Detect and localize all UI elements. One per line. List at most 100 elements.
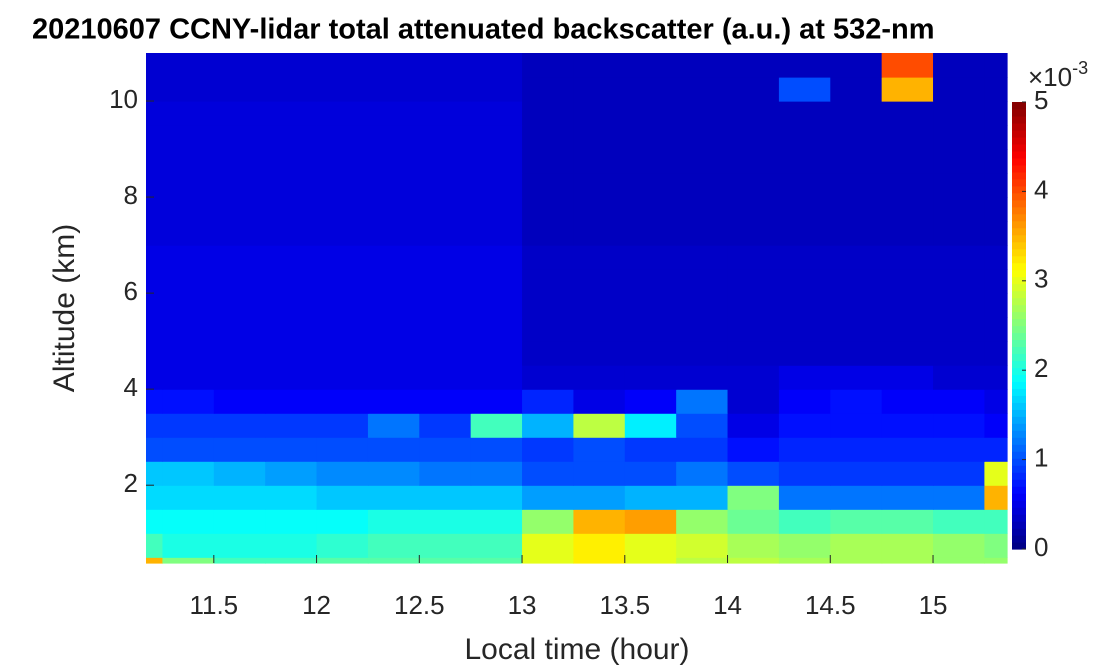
heatmap-cell [676, 557, 729, 564]
heatmap-cell [162, 509, 215, 534]
heatmap-cell [933, 317, 985, 342]
heatmap-cell [624, 149, 677, 174]
heatmap-cell [470, 53, 523, 78]
heatmap-cell [367, 53, 420, 78]
heatmap-cell [933, 437, 985, 462]
colorbar-segment [1012, 220, 1026, 229]
heatmap-cell [778, 197, 831, 222]
colorbar-segment [1012, 262, 1026, 271]
colorbar-segment [1012, 206, 1026, 215]
heatmap-cell [265, 149, 318, 174]
colorbar-segment [1012, 514, 1026, 522]
heatmap-cell [316, 341, 369, 366]
colorbar-multiplier: ×10-3 [1028, 58, 1088, 92]
heatmap-cell [624, 365, 677, 390]
heatmap-cell [830, 125, 883, 150]
colorbar-segment [1012, 311, 1026, 320]
heatmap-cell [522, 437, 575, 462]
heatmap-cell [470, 245, 523, 270]
heatmap-cell [419, 485, 472, 510]
heatmap-cell [316, 461, 369, 486]
heatmap-cell [984, 341, 1008, 366]
heatmap-cell [213, 533, 266, 558]
heatmap-cell [727, 293, 780, 318]
heatmap-cell [984, 533, 1008, 558]
heatmap-cell [778, 341, 831, 366]
heatmap-cell [676, 389, 729, 414]
heatmap-cell [933, 341, 985, 366]
y-axis-label: Altitude (km) [48, 224, 81, 392]
heatmap-cell [676, 221, 729, 246]
colorbar-segment [1012, 458, 1026, 466]
heatmap-cell [624, 533, 677, 558]
y-tick-label: 8 [124, 180, 138, 210]
colorbar-segment [1012, 374, 1026, 382]
heatmap-cell [830, 53, 883, 78]
heatmap-cell [881, 413, 934, 438]
colorbar-segment [1012, 465, 1026, 473]
heatmap-cell [522, 125, 575, 150]
heatmap-cell [984, 317, 1008, 342]
colorbar-segment [1012, 346, 1026, 355]
heatmap-cell [624, 413, 677, 438]
heatmap-cell [984, 173, 1008, 198]
colorbar-segment [1012, 150, 1026, 159]
colorbar-segment [1012, 269, 1026, 278]
heatmap-cell [367, 245, 420, 270]
heatmap-cell [933, 413, 985, 438]
heatmap-cell [162, 77, 215, 102]
heatmap-cell [265, 245, 318, 270]
heatmap-cell [573, 509, 626, 534]
heatmap-cell [778, 485, 831, 510]
heatmap-cell [881, 101, 934, 126]
heatmap-cell [213, 437, 266, 462]
heatmap-cell [146, 365, 164, 390]
heatmap-cell [676, 485, 729, 510]
heatmap-cell [470, 485, 523, 510]
heatmap-cell [162, 413, 215, 438]
heatmap-cell [727, 245, 780, 270]
heatmap-cell [676, 533, 729, 558]
heatmap-cell [984, 245, 1008, 270]
heatmap-cell [727, 101, 780, 126]
heatmap-cell [522, 365, 575, 390]
heatmap-cell [367, 365, 420, 390]
heatmap-cell [933, 293, 985, 318]
heatmap-cell [522, 53, 575, 78]
heatmap-cell [778, 221, 831, 246]
heatmap-cell [984, 269, 1008, 294]
heatmap-cell [830, 77, 883, 102]
heatmap-cell [573, 293, 626, 318]
heatmap-cell [727, 149, 780, 174]
heatmap-cell [881, 245, 934, 270]
heatmap-cell [316, 485, 369, 510]
heatmap-cell [624, 125, 677, 150]
heatmap-cell [676, 77, 729, 102]
heatmap-cell [146, 341, 164, 366]
heatmap-cell [265, 389, 318, 414]
colorbar-segment [1012, 472, 1026, 480]
colorbar-segment [1012, 388, 1026, 396]
heatmap-cell [367, 389, 420, 414]
heatmap-cell [573, 125, 626, 150]
heatmap-cell [676, 245, 729, 270]
heatmap-cell [419, 101, 472, 126]
heatmap-cell [470, 101, 523, 126]
heatmap-cell [573, 557, 626, 564]
heatmap-cell [573, 437, 626, 462]
heatmap-cell [367, 461, 420, 486]
heatmap-cell [316, 53, 369, 78]
heatmap-cell [676, 509, 729, 534]
heatmap-cell [881, 125, 934, 150]
heatmap-cell [933, 485, 985, 510]
colorbar-segment [1012, 157, 1026, 166]
heatmap-cell [573, 53, 626, 78]
heatmap-cell [146, 125, 164, 150]
heatmap-cell [676, 341, 729, 366]
heatmap-cell [881, 365, 934, 390]
heatmap-cell [727, 173, 780, 198]
colorbar-segment [1012, 542, 1026, 550]
heatmap-cell [213, 221, 266, 246]
heatmap-cell [676, 269, 729, 294]
